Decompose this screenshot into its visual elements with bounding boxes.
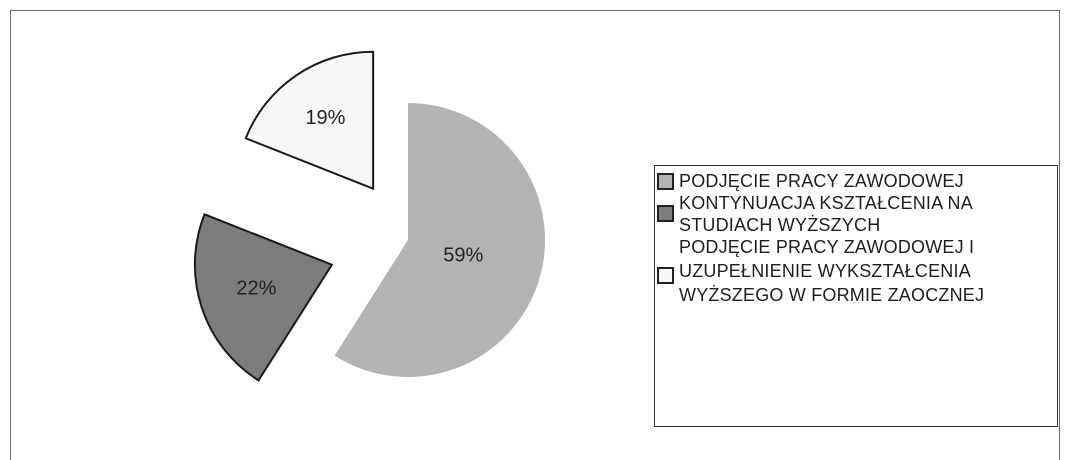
pie-slice-studia <box>193 212 334 382</box>
legend-label-line: PODJĘCIE PRACY ZAWODOWEJ I <box>679 237 975 257</box>
legend-swatch-studia <box>657 205 674 222</box>
legend-label-line: KONTYNUACJA KSZTAŁCENIA NA <box>679 193 973 213</box>
legend-label-line: PODJĘCIE PRACY ZAWODOWEJ <box>679 171 964 191</box>
pie-label-zaoczne: 19% <box>305 107 345 129</box>
pie-slice-zaoczne <box>244 50 375 191</box>
pie-slice-praca <box>334 103 546 377</box>
legend-swatch-praca <box>657 173 674 190</box>
chart-frame <box>10 10 1060 460</box>
legend-label-line: STUDIACH WYŻSZYCH <box>679 215 881 235</box>
legend-label-line: UZUPEŁNIENIE WYKSZTAŁCENIA <box>679 261 971 281</box>
legend-swatch-zaoczne <box>657 267 674 284</box>
legend: PODJĘCIE PRACY ZAWODOWEJ KONTYNUACJA KSZ… <box>654 165 1058 427</box>
legend-label-line: WYŻSZEGO W FORMIE ZAOCZNEJ <box>679 285 985 305</box>
pie-label-praca: 59% <box>443 244 483 266</box>
pie-label-studia: 22% <box>236 278 276 300</box>
